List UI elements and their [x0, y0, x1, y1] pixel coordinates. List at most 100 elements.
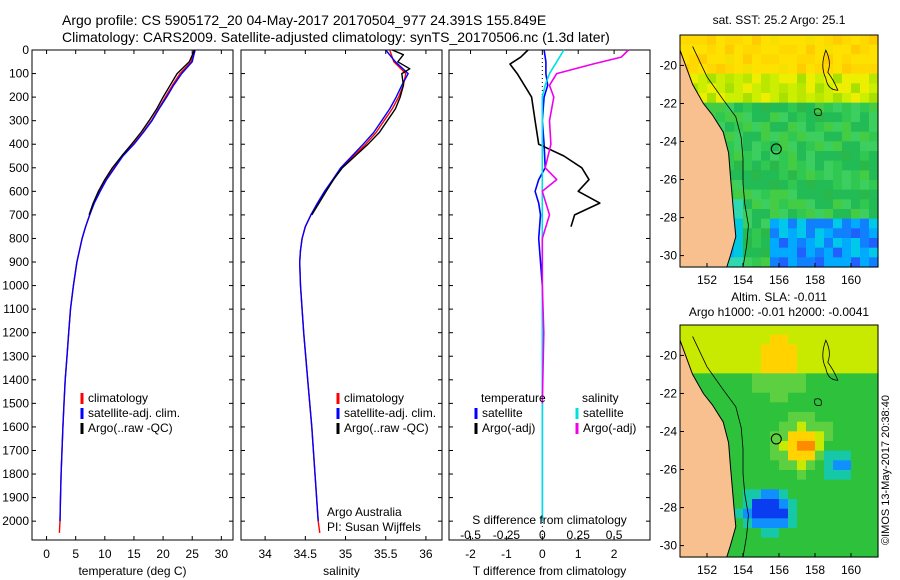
sla-cell: [725, 441, 735, 452]
sla-cell: [788, 431, 798, 442]
sla-cell: [815, 363, 825, 374]
sla-cell: [806, 499, 816, 510]
sst-cell: [869, 199, 879, 210]
sst-cell: [770, 83, 780, 94]
sst-cell: [788, 131, 798, 142]
sla-cell: [806, 363, 816, 374]
sla-cell: [734, 392, 744, 403]
sst-cell: [770, 160, 780, 171]
sla-cell: [770, 528, 780, 539]
sst-cell: [869, 151, 879, 162]
sst-cell: [851, 73, 861, 84]
sla-x-tick-label: 156: [769, 563, 789, 577]
sla-cell: [725, 431, 735, 442]
sst-cell: [815, 151, 825, 162]
sla-cell: [833, 334, 843, 345]
difference-panel-frame: [448, 49, 651, 541]
sst-x-tick-label: 160: [841, 273, 861, 287]
sla-cell: [797, 508, 807, 519]
sst-cell: [860, 35, 870, 46]
y-tick-label: 1600: [2, 420, 29, 434]
sla-cell: [860, 344, 870, 355]
sst-cell: [725, 35, 735, 46]
sla-cell: [689, 344, 699, 355]
sla-cell: [833, 499, 843, 510]
sst-cell: [842, 141, 852, 152]
sla-cell: [770, 537, 780, 548]
sla-x-tick-label: 158: [805, 563, 825, 577]
sla-cell: [743, 431, 753, 442]
sst-cell: [761, 44, 771, 55]
sst-cell: [761, 170, 771, 181]
sst-cell: [761, 199, 771, 210]
sla-cell: [788, 537, 798, 548]
sla-cell: [761, 537, 771, 548]
sst-cell: [743, 83, 753, 94]
sst-cell: [743, 199, 753, 210]
sla-cell: [725, 354, 735, 365]
sst-cell: [806, 257, 816, 268]
sla-cell: [743, 373, 753, 384]
sla-cell: [734, 373, 744, 384]
sst-cell: [725, 257, 735, 268]
sst-cell: [761, 228, 771, 239]
y-tick-label: 1800: [2, 467, 29, 481]
sst-cell: [797, 238, 807, 249]
sst-cell: [752, 160, 762, 171]
sla-cell: [734, 499, 744, 510]
sst-cell: [833, 122, 843, 133]
sla-cell: [779, 354, 789, 365]
sst-cell: [707, 54, 717, 65]
sla-cell: [788, 412, 798, 423]
sst-y-tick-label: -24: [660, 134, 678, 148]
sst-cell: [833, 44, 843, 55]
sla-cell: [815, 344, 825, 355]
sla-cell: [770, 334, 780, 345]
diff-t-satellite-line: [534, 49, 549, 522]
sst-cell: [779, 131, 789, 142]
sst-cell: [806, 73, 816, 84]
sla-cell: [860, 528, 870, 539]
sst-cell: [842, 131, 852, 142]
sst-cell: [734, 189, 744, 200]
x-tick-label: 36: [419, 547, 433, 561]
diff-s-satellite-line: [541, 49, 565, 522]
sla-cell: [779, 421, 789, 432]
sst-cell: [869, 228, 879, 239]
x-tick-label: 35.5: [374, 547, 398, 561]
sla-cell: [752, 528, 762, 539]
sla-cell: [779, 460, 789, 471]
sla-cell: [770, 412, 780, 423]
sla-cell: [860, 489, 870, 500]
sla-cell: [689, 325, 699, 336]
sla-cell: [851, 363, 861, 374]
sla-cell: [761, 547, 771, 558]
sla-cell: [707, 373, 717, 384]
sst-cell: [770, 112, 780, 123]
sst-cell: [869, 257, 879, 268]
salinity-panel-frame: [240, 49, 443, 541]
temp-legend-entry: satellite-adj. clim.: [88, 406, 180, 420]
sst-cell: [761, 141, 771, 152]
sla-cell: [833, 363, 843, 374]
sla-cell: [716, 373, 726, 384]
sla-cell: [761, 441, 771, 452]
sst-cell: [842, 44, 852, 55]
sla-cell: [860, 450, 870, 461]
sla-cell: [761, 518, 771, 529]
sst-cell: [797, 218, 807, 229]
sst-cell: [824, 170, 834, 181]
sst-cell: [833, 141, 843, 152]
sst-cell: [788, 73, 798, 84]
sla-reef-contour: [822, 339, 839, 381]
sla-cell: [869, 363, 879, 374]
sst-cell: [770, 102, 780, 113]
sla-cell: [797, 344, 807, 355]
sst-cell: [734, 170, 744, 181]
sla-cell: [806, 528, 816, 539]
sst-cell: [734, 257, 744, 268]
sla-cell: [725, 363, 735, 374]
sst-cell: [833, 93, 843, 104]
sla-cell: [833, 344, 843, 355]
sst-cell: [860, 160, 870, 171]
